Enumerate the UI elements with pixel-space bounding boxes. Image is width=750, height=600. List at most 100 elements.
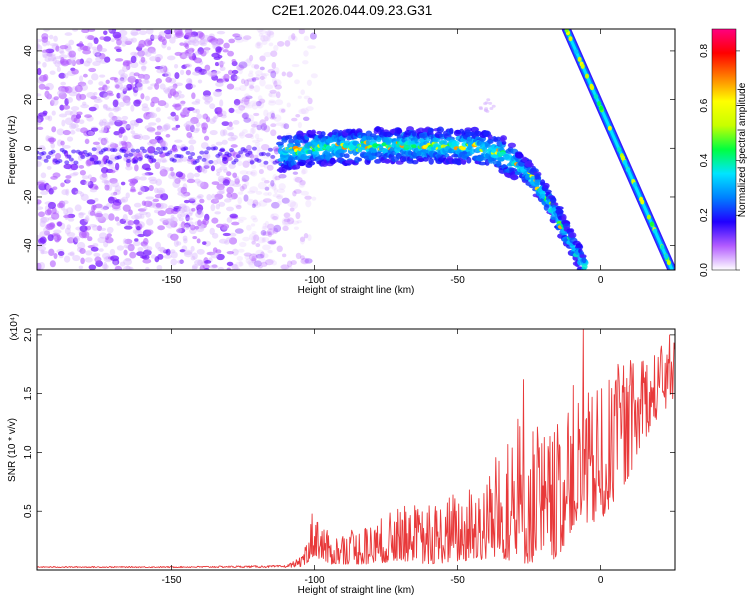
spectrogram-band-cell	[37, 150, 40, 155]
spectrogram-noise-cell	[232, 263, 239, 270]
spectrogram-ridge-cell	[432, 136, 440, 143]
snr-x-ticks: -150 -100 -50 0	[161, 329, 604, 586]
spectrogram-noise-cell	[302, 60, 309, 65]
spectrogram-noise-cell	[303, 50, 309, 57]
spectrogram-noise-cell	[257, 95, 263, 101]
spectrogram-noise-cell	[149, 56, 158, 62]
spectrogram-noise-cell	[176, 241, 182, 246]
spectrogram-noise-cell	[175, 145, 182, 149]
spectrogram-ridge-cell	[292, 164, 301, 170]
spectrogram-noise-cell	[277, 200, 282, 206]
spectrogram-band-cell	[222, 157, 228, 162]
spectrogram-noise-cell	[88, 106, 97, 112]
spectrogram-ridge-cell	[371, 148, 377, 154]
spectrogram-noise-cell	[148, 176, 157, 182]
spectrogram-noise-cell	[81, 29, 90, 34]
spectrogram-noise-cell	[267, 249, 273, 254]
spectrogram-line-peak	[568, 36, 573, 42]
spectrogram-noise-cell	[197, 79, 203, 84]
spectrogram-noise-cell	[137, 133, 143, 141]
spectrogram-noise-cell	[233, 98, 241, 106]
spectrogram-noise-cell	[49, 70, 56, 75]
spectrogram-noise-cell	[133, 202, 142, 208]
spectrogram-noise-cell	[106, 90, 113, 95]
spectrogram-band-cell	[187, 155, 193, 160]
spectrogram-band-cell	[267, 147, 273, 152]
spectrogram-y-label: Frequency (Hz)	[7, 116, 18, 185]
spectrogram-noise-cell	[41, 36, 49, 43]
spectrogram-noise-cell	[249, 70, 254, 74]
spectrogram-noise-cell	[271, 61, 277, 69]
spectrogram-noise-cell	[152, 198, 160, 203]
spectrogram-noise-cell	[299, 236, 306, 243]
spectrogram-noise-cell	[210, 198, 220, 204]
spectrogram-noise-cell	[80, 193, 89, 201]
spectrogram-noise-cell	[115, 84, 120, 89]
spectrogram-noise-cell	[253, 234, 260, 242]
spectrogram-noise-cell	[226, 216, 233, 223]
spectrogram-noise-cell	[309, 32, 317, 40]
spectrogram-noise-cell	[215, 38, 224, 45]
spectrogram-noise-cell	[281, 219, 291, 227]
spectrogram-noise-cell	[98, 232, 108, 239]
spectrogram-noise-cell	[137, 50, 146, 57]
spectrogram-noise-cell	[144, 125, 153, 130]
spectrogram-noise-cell	[155, 56, 161, 63]
spectrogram-noise-cell	[193, 172, 200, 178]
spectrogram-noise-cell	[65, 178, 71, 183]
spectrogram-noise-cell	[46, 93, 53, 100]
spectrogram-noise-cell	[116, 38, 122, 46]
spectrogram-noise-cell	[63, 255, 71, 263]
spectrogram-noise-cell	[56, 66, 61, 72]
spectrogram-band-cell	[251, 146, 257, 151]
spectrogram-noise-cell	[99, 91, 108, 98]
spectrogram-noise-cell	[49, 34, 54, 40]
spectrogram-noise-cell	[127, 76, 137, 83]
spectrogram-band-cell	[142, 149, 148, 154]
spectrogram-noise-cell	[226, 156, 233, 161]
spectrogram-noise-cell	[196, 113, 202, 120]
spectrogram-noise-cell	[232, 120, 240, 125]
spectrogram-noise-cell	[84, 114, 92, 118]
spectrogram-noise-cell	[219, 166, 228, 171]
spectrogram-noise-cell	[204, 95, 213, 103]
spectrogram-noise-cell	[170, 216, 178, 224]
spectrogram-noise-cell	[73, 237, 78, 245]
spectrogram-band-cell	[226, 153, 232, 158]
spectrogram-noise-cell	[242, 160, 250, 168]
spectrogram-noise-cell	[100, 227, 107, 231]
spectrogram-ridge-cell	[455, 159, 462, 166]
spectrogram-noise-cell	[170, 171, 175, 177]
spectrogram-noise-cell	[88, 223, 98, 228]
spectrogram-line-peak	[593, 94, 598, 100]
spectrogram-noise-cell	[101, 179, 109, 184]
spectrogram-noise-cell	[269, 110, 276, 117]
spectrogram-noise-cell	[259, 55, 266, 62]
spectrogram-noise-cell	[270, 123, 277, 128]
spectrogram-noise-cell	[255, 191, 263, 195]
spectrogram-noise-cell	[261, 237, 266, 243]
spectrogram-noise-cell	[196, 248, 205, 255]
spectrogram-ridge-cell	[496, 160, 502, 168]
spectrogram-band-cell	[43, 158, 49, 163]
spectrogram-noise-cell	[222, 232, 231, 237]
spectrogram-noise-cell	[250, 171, 256, 176]
spectrogram-ridge-cell	[416, 158, 425, 163]
spectrogram-noise-cell	[53, 236, 58, 241]
spectrogram-noise-cell	[159, 64, 167, 73]
spectrogram-noise-cell	[283, 218, 291, 222]
spectrogram-noise-cell	[74, 190, 83, 195]
spectrogram-noise-cell	[161, 38, 167, 46]
spectrogram-noise-cell	[284, 40, 291, 47]
spectrogram-noise-cell	[100, 207, 108, 211]
spectrogram-noise-cell	[149, 179, 158, 185]
spectrogram-noise-cell	[122, 238, 127, 245]
spectrogram-noise-cell	[307, 97, 313, 105]
spectrogram-noise-cell	[145, 211, 151, 218]
spectrogram-noise-cell	[192, 235, 198, 240]
spectrogram-noise-cell	[101, 264, 109, 270]
spectrogram-noise-cell	[53, 35, 58, 42]
spectrogram-noise-cell	[123, 265, 132, 270]
spectrogram-noise-cell	[217, 112, 223, 118]
spectrogram-noise-cell	[273, 80, 278, 87]
